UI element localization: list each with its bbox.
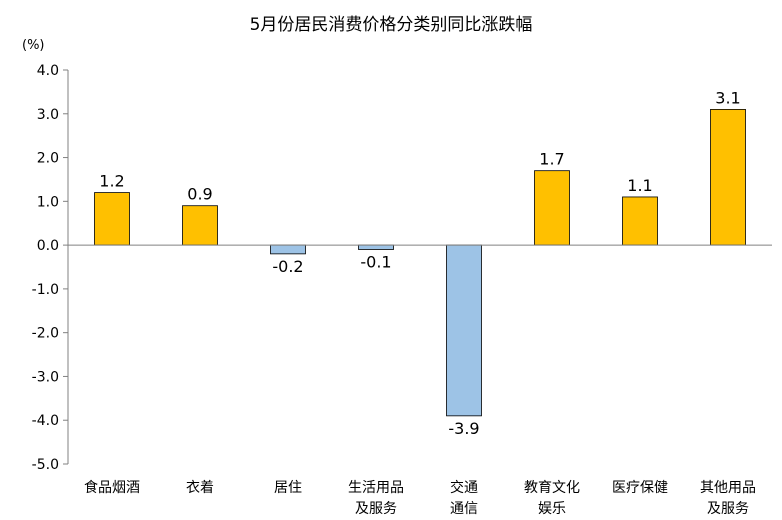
y-axis-unit: (%) <box>22 38 45 53</box>
y-tick-label: -2.0 <box>32 326 59 342</box>
y-tick-label: 4.0 <box>37 63 59 79</box>
data-label: -0.1 <box>360 252 391 271</box>
data-label: 1.7 <box>539 150 564 169</box>
bar <box>358 244 394 250</box>
bar <box>622 196 658 246</box>
category-label: 及服务 <box>355 501 397 517</box>
plot-area: 4.0 3.0 2.0 1.0 0.0 -1.0 -2.0 -3.0 -4.0 -5.0 1.2 0.… <box>32 63 772 517</box>
bar <box>94 192 130 246</box>
y-tick-label: -3.0 <box>32 369 59 385</box>
data-label: 3.1 <box>715 88 740 107</box>
category-label: 生活用品 <box>348 480 404 496</box>
y-tick-label: -4.0 <box>32 413 59 429</box>
bar <box>710 109 746 246</box>
data-label: 1.2 <box>99 172 124 191</box>
category-label: 通信 <box>450 501 478 517</box>
chart-title: 5月份居民消费价格分类别同比涨跌幅 <box>250 15 533 35</box>
bar <box>270 244 306 255</box>
y-tick-label: -1.0 <box>32 282 59 298</box>
category-label: 娱乐 <box>538 501 566 517</box>
category-label: 其他用品 <box>700 480 756 496</box>
y-tick-label: 2.0 <box>37 151 59 167</box>
y-tick-label: 3.0 <box>37 107 59 123</box>
y-tick-label: 1.0 <box>37 194 59 210</box>
category-label: 教育文化 <box>524 480 580 496</box>
data-label: -3.9 <box>448 419 479 438</box>
category-label: 食品烟酒 <box>84 479 140 496</box>
y-tick-label: 0.0 <box>37 238 59 254</box>
bar <box>446 244 482 417</box>
y-tick-label: -5.0 <box>32 457 59 473</box>
data-label: -0.2 <box>272 257 303 276</box>
data-label: 1.1 <box>627 176 652 195</box>
category-label: 居住 <box>274 480 302 496</box>
category-label: 及服务 <box>707 501 749 517</box>
data-label: 0.9 <box>187 185 212 204</box>
category-label: 医疗保健 <box>612 480 668 496</box>
category-label: 衣着 <box>186 480 214 496</box>
category-label: 交通 <box>450 479 478 496</box>
bar <box>182 205 218 246</box>
bar <box>534 170 570 246</box>
